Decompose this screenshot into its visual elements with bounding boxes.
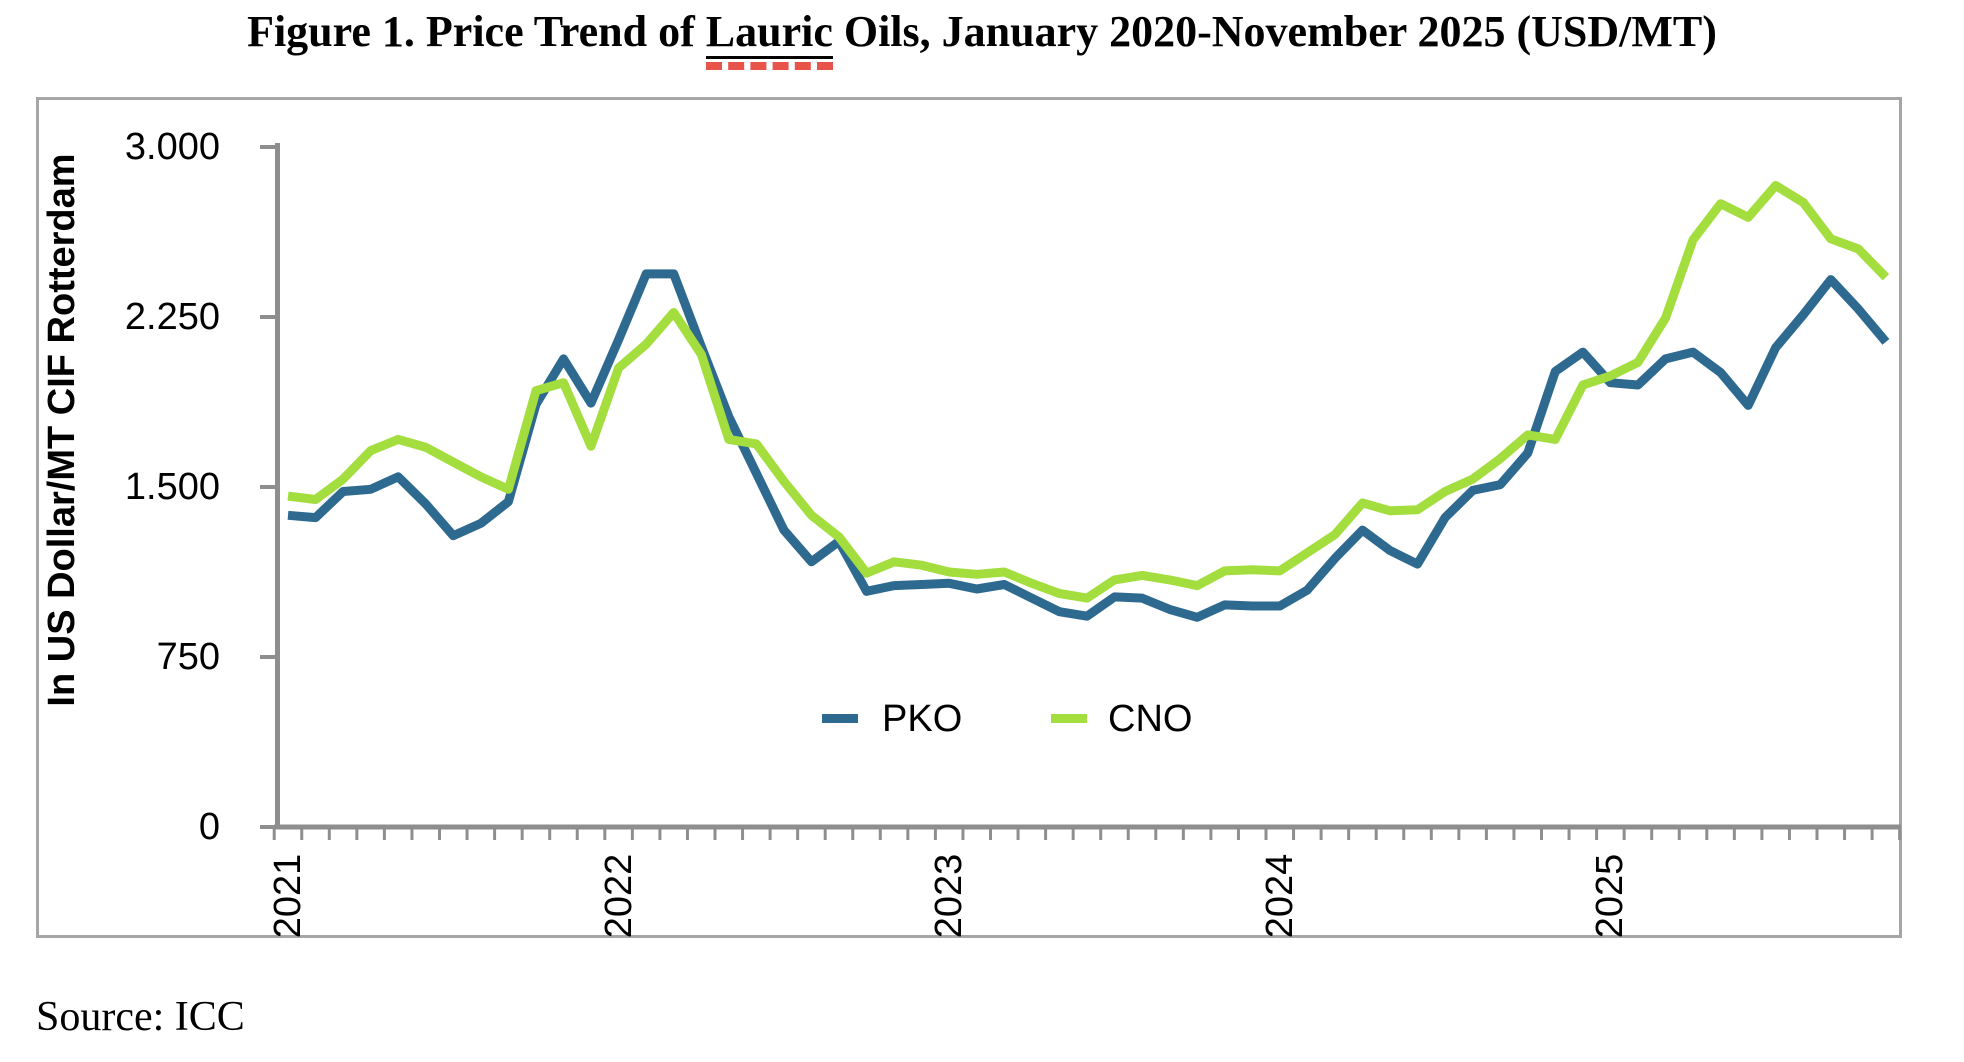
cno-legend-label: CNO (1108, 698, 1193, 740)
y-axis-tick-label: 1.500 (124, 466, 220, 508)
x-axis-year-label: 2023 (928, 853, 971, 939)
source-note: Source: ICC (36, 994, 245, 1040)
y-axis-tick-label: 3.000 (124, 126, 220, 168)
figure-title-prefix: Figure 1. Price Trend of (247, 7, 706, 56)
pko-legend-label: PKO (882, 698, 963, 740)
x-axis-year-label: 2021 (267, 853, 309, 939)
spellcheck-underline: Lauric (705, 10, 833, 70)
figure-title: Figure 1. Price Trend of Lauric Oils, Ja… (0, 6, 1964, 70)
cno-line (287, 181, 1890, 603)
x-axis-year-label: 2025 (1589, 853, 1632, 939)
x-axis-year-label: 2024 (1258, 853, 1301, 939)
y-axis-tick-label: 0 (198, 806, 220, 848)
x-axis-year-label: 2022 (597, 853, 640, 939)
cno-legend-swatch (1051, 714, 1087, 723)
y-axis-tick-label: 750 (156, 636, 220, 678)
figure-title-underlined-word: Lauric (705, 10, 833, 59)
pko-line (287, 269, 1890, 622)
chart-frame (36, 97, 1902, 938)
y-axis-tick-label: 2.250 (124, 296, 220, 338)
figure-title-suffix: Oils, January 2020-November 2025 (USD/MT… (832, 7, 1717, 56)
pko-legend-swatch (822, 714, 858, 723)
